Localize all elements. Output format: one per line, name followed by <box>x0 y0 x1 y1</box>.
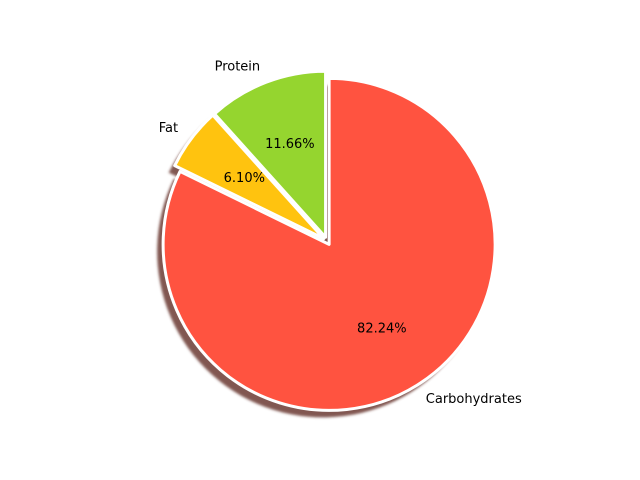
pie-slice-protein <box>213 69 328 239</box>
pie-slice-layer <box>161 69 497 412</box>
slice-label-fat: Fat <box>159 121 178 136</box>
slice-label-protein: Protein <box>215 59 261 74</box>
slice-percent-protein: 11.66% <box>265 137 315 152</box>
pie-label-layer: Carbohydrates 82.24% Fat 6.10% Protein 11.66% <box>159 59 522 407</box>
pie-slice-carbohydrates <box>161 76 497 412</box>
pie-slice-fat <box>173 113 326 241</box>
slice-label-carbohydrates: Carbohydrates <box>426 392 522 407</box>
slice-percent-carbohydrates: 82.24% <box>357 321 407 336</box>
slice-percent-fat: 6.10% <box>224 171 265 186</box>
